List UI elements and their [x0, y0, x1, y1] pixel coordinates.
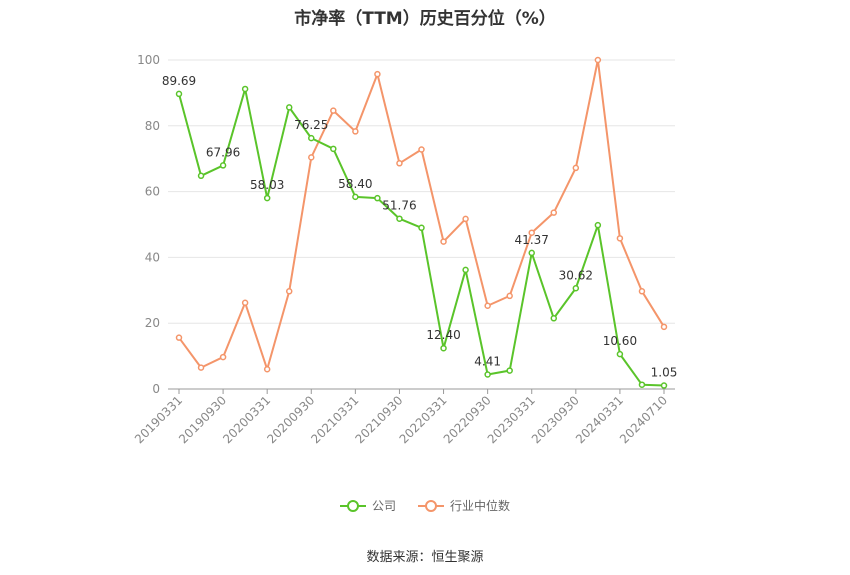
y-tick-label: 20: [145, 316, 160, 330]
data-point-industry: [528, 229, 535, 236]
data-point-industry: [285, 288, 293, 295]
data-point-industry: [484, 302, 491, 310]
data-point-industry: [374, 70, 381, 78]
legend-swatch-company: [339, 499, 366, 512]
data-label-company: 4.41: [474, 354, 501, 368]
data-point-industry: [263, 366, 271, 373]
data-point-industry: [440, 238, 447, 245]
data-point-company: [263, 194, 271, 202]
data-point-industry: [175, 334, 183, 341]
data-point-company: [352, 193, 359, 201]
y-tick-label: 80: [145, 119, 160, 133]
data-point-industry: [219, 353, 227, 361]
data-point-industry: [197, 364, 205, 371]
legend: 公司 行业中位数: [0, 497, 850, 514]
series-line-company: [178, 87, 665, 387]
y-tick-label: 60: [145, 185, 160, 199]
y-tick-label: 40: [145, 250, 160, 264]
data-point-company: [285, 104, 293, 111]
data-label-company: 58.03: [250, 178, 284, 192]
data-label-company: 76.25: [294, 118, 328, 132]
data-point-company: [550, 315, 558, 322]
data-point-industry: [396, 160, 403, 167]
data-point-company: [219, 162, 227, 169]
data-label-company: 89.69: [162, 74, 196, 88]
y-tick-label: 0: [152, 382, 160, 396]
data-point-industry: [660, 323, 668, 331]
data-point-industry: [308, 154, 315, 161]
data-point-company: [572, 285, 580, 292]
legend-swatch-industry: [418, 499, 444, 512]
y-tick-label: 100: [137, 53, 160, 67]
data-label-company: 41.37: [515, 233, 549, 247]
data-point-company: [616, 350, 624, 358]
data-source: 数据来源：恒生聚源: [366, 550, 484, 565]
data-point-company: [396, 215, 403, 222]
data-point-industry: [241, 299, 249, 307]
data-point-industry: [572, 164, 580, 172]
data-point-company: [241, 85, 249, 93]
data-point-company: [462, 266, 469, 274]
data-point-industry: [506, 292, 513, 300]
data-point-industry: [352, 128, 359, 135]
data-point-company: [660, 382, 668, 389]
data-label-company: 10.60: [603, 334, 637, 348]
data-point-industry: [616, 235, 624, 242]
data-point-company: [197, 172, 205, 180]
legend-item-company[interactable]: 公司: [339, 497, 396, 514]
data-label-company: 51.76: [382, 199, 416, 213]
data-point-company: [374, 194, 381, 202]
data-label-company: 12.40: [426, 328, 460, 342]
data-point-industry: [594, 56, 602, 64]
data-label-company: 58.40: [338, 177, 372, 191]
data-point-company: [594, 221, 602, 229]
data-point-industry: [418, 146, 425, 153]
x-tick-label: 20240710: [617, 393, 670, 446]
data-label-company: 30.62: [559, 268, 593, 282]
data-point-company: [506, 367, 513, 374]
data-point-company: [175, 90, 183, 98]
data-point-company: [638, 381, 646, 388]
data-point-company: [440, 344, 447, 352]
data-point-company: [330, 145, 337, 153]
data-point-industry: [462, 215, 469, 223]
legend-label-industry: 行业中位数: [450, 499, 511, 513]
data-point-company: [418, 224, 425, 232]
data-point-industry: [550, 209, 558, 216]
data-label-company: 67.96: [206, 145, 240, 159]
data-point-company: [308, 134, 315, 142]
data-point-company: [484, 371, 491, 378]
legend-item-industry[interactable]: 行业中位数: [418, 497, 510, 514]
data-point-industry: [330, 107, 337, 114]
chart-title: 市净率（TTM）历史百分位（%）: [294, 9, 556, 29]
legend-label-company: 公司: [371, 499, 396, 513]
data-point-company: [528, 249, 535, 257]
data-label-company: 1.05: [651, 366, 678, 380]
data-point-industry: [638, 288, 646, 295]
